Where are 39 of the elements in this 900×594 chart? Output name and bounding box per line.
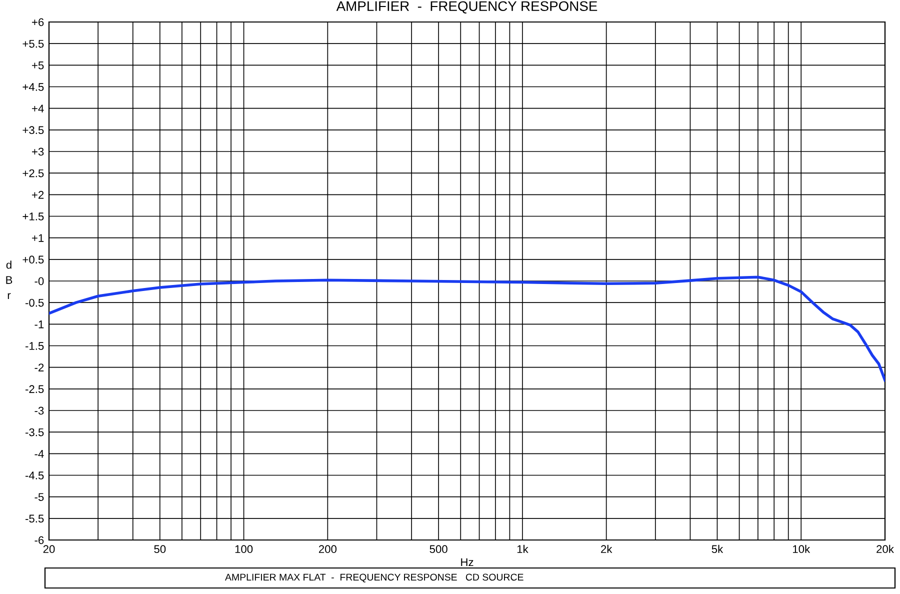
text: AMPLIFIER MAX FLAT - FREQUENCY RESPONSE CD SOURCE [225, 574, 524, 582]
y-tick-label: +4 [32, 104, 44, 112]
y-tick-label: +1.5 [22, 212, 44, 220]
chart-title: AMPLIFIER - FREQUENCY RESPONSE [336, 1, 598, 14]
y-axis-title: dBr [6, 260, 12, 300]
y-tick-label: +4.5 [22, 83, 44, 91]
y-tick-label: +5.5 [22, 40, 44, 48]
y-tick-label: +3.5 [22, 126, 44, 134]
y-tick-label: -5 [34, 493, 44, 501]
y-tick-label: -2.5 [25, 385, 44, 394]
y-tick-label: -3 [34, 406, 44, 415]
x-tick-label: 20 [43, 545, 55, 554]
x-tick-label: 20k [876, 544, 894, 554]
y-tick-label: -5.5 [25, 514, 44, 523]
y-tick-label: +3 [32, 148, 44, 156]
x-tick-label: 500 [430, 545, 448, 554]
x-tick-label: 1k [517, 544, 528, 553]
y-tick-label: -1.5 [25, 342, 44, 350]
x-tick-label: 5k [712, 544, 724, 554]
y-tick-label: +0.5 [22, 256, 44, 264]
y-tick-label: -2 [34, 364, 44, 372]
y-tick-label: +2 [32, 190, 44, 199]
x-tick-label: 10k [793, 544, 810, 554]
y-tick-label: -3.5 [25, 428, 44, 436]
y-tick-label: +6 [32, 18, 44, 26]
x-axis-title: Hz [461, 558, 474, 566]
y-tick-label: -0 [34, 277, 44, 286]
y-tick-label: -1 [34, 320, 44, 328]
x-tick-label: 2k [601, 544, 612, 553]
x-tick-label: 100 [235, 545, 253, 554]
x-tick-label: 50 [154, 545, 166, 554]
y-tick-label: -0.5 [25, 298, 44, 307]
y-tick-label: +5 [32, 62, 44, 70]
y-tick-label: +2.5 [22, 169, 44, 178]
y-tick-label: -4 [34, 450, 44, 458]
y-tick-label: -4.5 [25, 472, 44, 480]
x-tick-label: 200 [318, 545, 336, 554]
y-tick-label: -6 [34, 536, 44, 544]
y-tick-label: +1 [32, 234, 44, 242]
